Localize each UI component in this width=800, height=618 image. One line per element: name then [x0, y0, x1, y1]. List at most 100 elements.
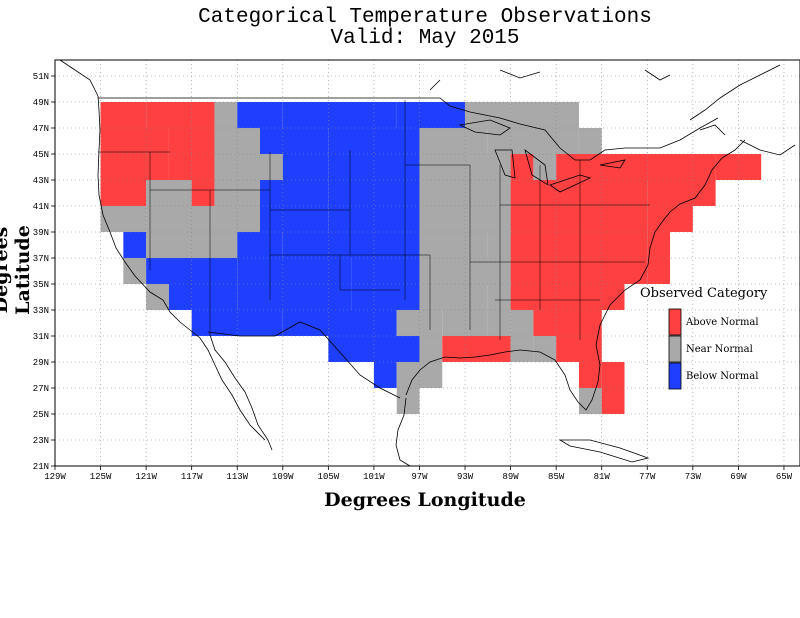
cell-near	[146, 180, 192, 206]
cell-near	[396, 310, 443, 336]
y-tick-label: 41N	[33, 202, 49, 212]
cell-near	[146, 206, 215, 232]
x-tick-label: 129W	[44, 472, 66, 482]
cell-below	[146, 258, 238, 284]
cell-above	[510, 258, 648, 284]
x-tick-label: 89W	[502, 472, 519, 482]
cell-near	[510, 102, 579, 128]
cell-near	[419, 128, 488, 154]
cell-near	[578, 128, 602, 154]
pacific-coastline	[97, 95, 266, 441]
cell-below	[237, 232, 283, 258]
state-lines	[98, 100, 650, 340]
cell-near	[442, 310, 488, 336]
gulf-coastline	[405, 344, 601, 411]
cell-above	[191, 180, 215, 206]
cell-above	[100, 128, 169, 154]
x-tick-label: 121W	[135, 472, 157, 482]
cuba-outline	[558, 439, 650, 463]
y-tick-label: 21N	[33, 462, 49, 472]
y-tick-label: 49N	[33, 98, 49, 108]
baja-coastline	[209, 334, 273, 451]
y-axis-ticks: 21N 23N 25N 27N 29N 31N 33N 35N 37N 39N 41N 43N 45N 4…	[33, 72, 55, 472]
cell-above	[647, 258, 671, 284]
cell-below	[260, 180, 329, 206]
cell-above	[510, 284, 625, 310]
legend-label: Above Normal	[685, 317, 759, 328]
cell-below	[191, 310, 283, 336]
cell-near	[419, 284, 488, 310]
x-tick-label: 97W	[411, 472, 428, 482]
x-tick-label: 73W	[685, 472, 702, 482]
x-tick-label: 77W	[639, 472, 656, 482]
canada-coastline	[644, 64, 796, 156]
cell-above	[100, 154, 169, 180]
y-tick-label: 39N	[33, 228, 49, 238]
cell-near	[419, 258, 511, 284]
cell-near	[419, 336, 443, 362]
cell-below	[282, 154, 329, 180]
cell-above	[510, 206, 648, 232]
cell-above	[647, 206, 693, 232]
legend-swatch	[668, 335, 682, 363]
x-tick-label: 109W	[272, 472, 294, 482]
y-tick-label: 29N	[33, 358, 49, 368]
legend: Observed Category Above Normal Near Norma…	[640, 286, 768, 390]
cell-below	[237, 258, 352, 284]
cell-above	[510, 232, 648, 258]
x-tick-label: 117W	[181, 472, 203, 482]
x-axis-ticks: 129W 125W 121W 117W 113W 109W 105W 101W 97W 93W 89…	[44, 466, 793, 482]
map-title: Categorical Temperature Observations	[198, 6, 652, 29]
cell-above	[601, 362, 625, 388]
map-frame	[54, 59, 800, 467]
cell-below	[260, 206, 329, 232]
cell-below	[282, 232, 420, 258]
cell-near	[487, 284, 511, 310]
x-tick-label: 93W	[457, 472, 474, 482]
cell-below	[328, 154, 420, 180]
y-axis-title: Degrees Latitude	[0, 225, 34, 315]
cell-near	[214, 154, 283, 180]
cell-above	[510, 180, 648, 206]
x-tick-label: 85W	[548, 472, 565, 482]
cell-below	[328, 206, 420, 232]
cell-above	[647, 180, 716, 206]
cell-above	[533, 310, 602, 336]
cell-below	[351, 284, 420, 310]
y-tick-label: 25N	[33, 410, 49, 420]
y-tick-label: 23N	[33, 436, 49, 446]
legend-title: Observed Category	[640, 286, 768, 301]
cell-near	[396, 362, 443, 388]
x-tick-label: 69W	[730, 472, 747, 482]
gulf-coast-mexico	[395, 397, 411, 467]
cell-near	[465, 102, 511, 128]
y-tick-label: 43N	[33, 176, 49, 186]
y-tick-label: 37N	[33, 254, 49, 264]
us-canada-border	[98, 97, 719, 161]
cell-near	[214, 102, 238, 128]
cell-above	[601, 388, 625, 414]
cell-below	[351, 258, 420, 284]
x-tick-label: 65W	[776, 472, 793, 482]
legend-label: Below Normal	[686, 371, 758, 382]
x-axis-title: Degrees Longitude	[324, 489, 526, 511]
cell-above	[578, 362, 602, 388]
cell-near	[533, 336, 557, 362]
us-mexico-border	[207, 321, 401, 399]
cell-above	[442, 336, 511, 362]
x-tick-label: 113W	[226, 472, 248, 482]
geographic-outlines	[59, 59, 796, 467]
cell-below	[168, 284, 238, 310]
x-tick-label: 105W	[318, 472, 340, 482]
category-cells	[100, 102, 762, 414]
hudson-coast	[59, 59, 541, 97]
cell-near	[419, 232, 488, 258]
cell-below	[237, 102, 283, 128]
x-tick-label: 101W	[363, 472, 385, 482]
y-tick-label: 31N	[33, 332, 49, 342]
cell-near	[419, 154, 511, 180]
grid-lines	[55, 60, 800, 466]
y-tick-label: 27N	[33, 384, 49, 394]
cell-near	[396, 388, 420, 414]
